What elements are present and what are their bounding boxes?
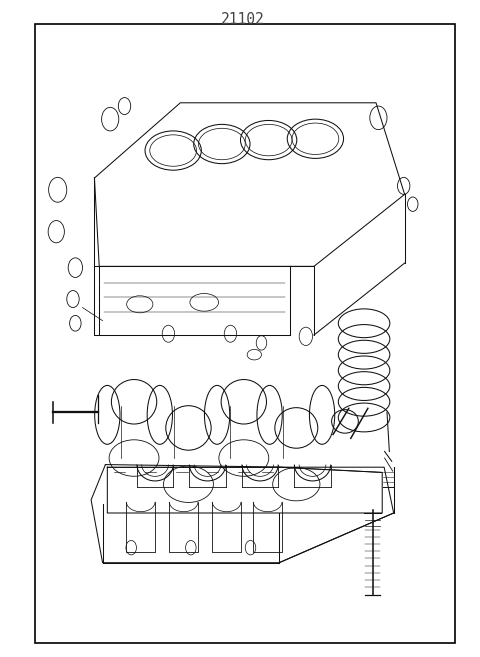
Text: 21102: 21102 xyxy=(220,12,264,27)
Bar xyxy=(35,24,455,643)
